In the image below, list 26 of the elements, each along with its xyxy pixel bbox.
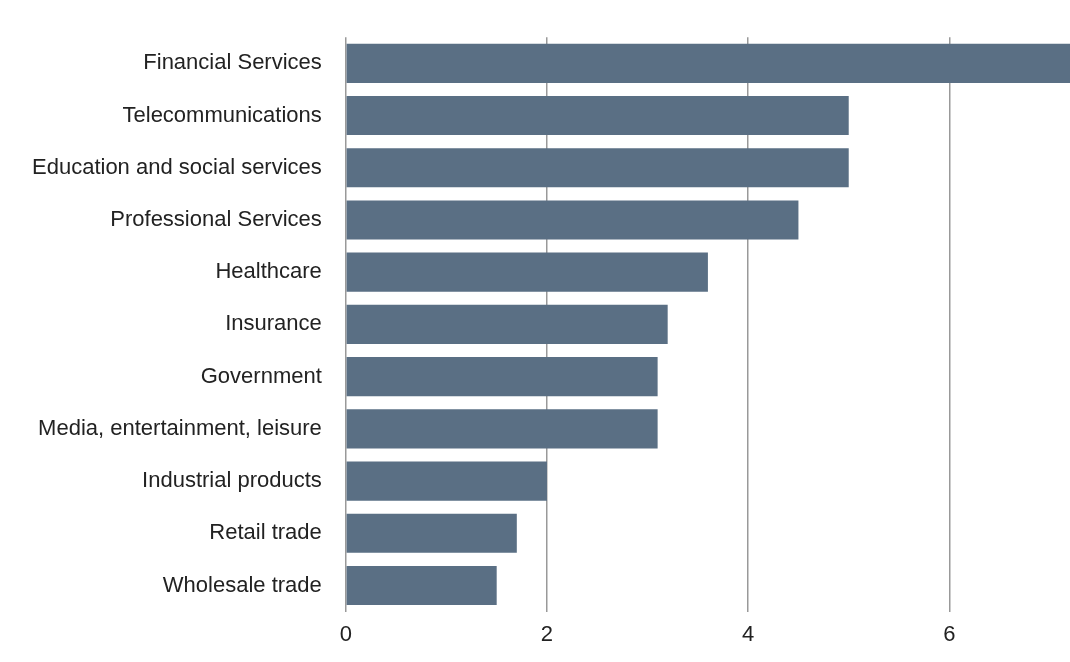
y-tick-label: Telecommunications bbox=[122, 101, 322, 127]
bar bbox=[346, 513, 517, 553]
x-tick-label: 0 bbox=[339, 620, 352, 646]
x-tick-label: 4 bbox=[742, 620, 755, 646]
y-tick-label: Media, entertainment, leisure bbox=[38, 414, 322, 440]
bar bbox=[346, 43, 1070, 83]
y-tick-label: Insurance bbox=[225, 310, 322, 336]
y-tick-label: Retail trade bbox=[209, 519, 322, 545]
x-tick-label: 6 bbox=[943, 620, 956, 646]
bar bbox=[346, 200, 799, 240]
bar bbox=[346, 304, 668, 344]
y-tick-label: Industrial products bbox=[142, 467, 322, 493]
y-tick-label: Education and social services bbox=[32, 153, 322, 179]
y-tick-label: Financial Services bbox=[143, 49, 322, 75]
bar bbox=[346, 357, 658, 397]
y-tick-label: Professional Services bbox=[110, 206, 322, 232]
bar bbox=[346, 252, 708, 292]
bar bbox=[346, 565, 497, 606]
bar bbox=[346, 148, 849, 188]
y-tick-label: Wholesale trade bbox=[162, 571, 322, 597]
bar bbox=[346, 409, 658, 449]
y-tick-label: Healthcare bbox=[215, 258, 322, 284]
bar bbox=[346, 95, 849, 136]
x-tick-label: 2 bbox=[540, 620, 554, 646]
bar bbox=[346, 461, 547, 501]
y-tick-label: Government bbox=[200, 362, 322, 388]
